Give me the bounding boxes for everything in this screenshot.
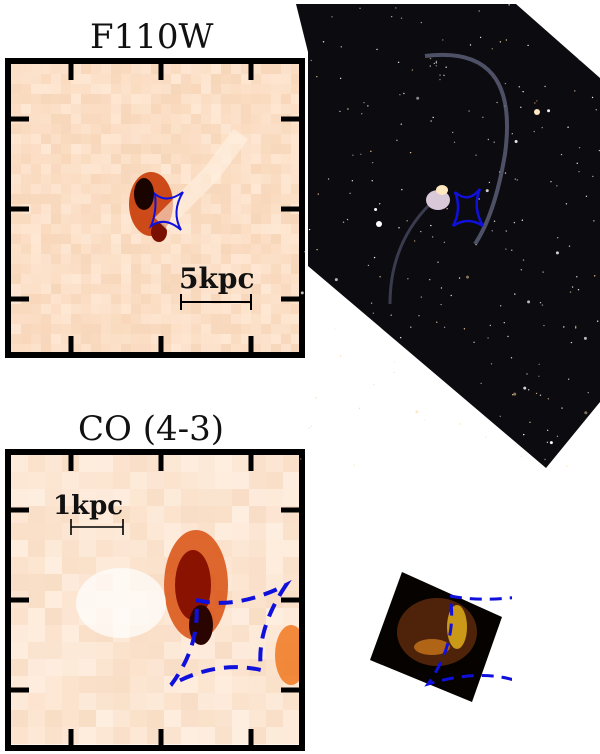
co43-image-panel: 1kpc: [5, 449, 305, 751]
scale-label-5kpc: 5kpc: [179, 262, 255, 295]
panel-title-f110w: F110W: [90, 17, 214, 57]
scale-label-1kpc: 1kpc: [53, 491, 124, 521]
sky-image: [296, 4, 600, 468]
scale-bar: [180, 294, 252, 310]
inset-image: [370, 572, 512, 702]
scale-bar: [70, 519, 124, 535]
f110w-heatmap: [11, 64, 299, 352]
caustic-curve: [451, 188, 485, 228]
panel-title-co43: CO (4-3): [78, 409, 224, 449]
caustic-curve: [148, 191, 184, 231]
co43-heatmap: [11, 455, 299, 745]
tidal-tail: [424, 52, 510, 246]
caustic-curve-dashed: [169, 579, 292, 687]
f110w-image-panel: 5kpc: [5, 58, 305, 358]
